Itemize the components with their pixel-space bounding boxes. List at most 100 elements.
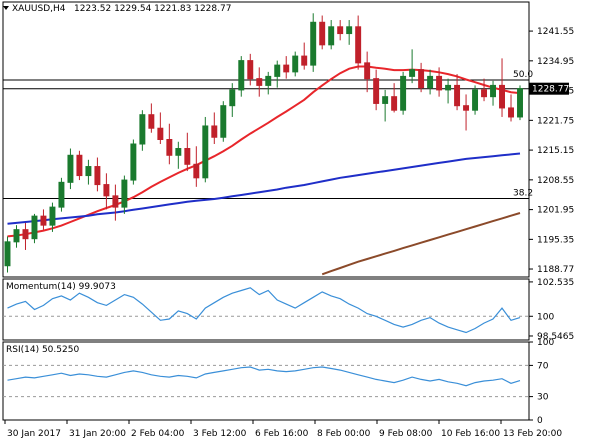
candle[interactable] [193, 146, 200, 187]
candle[interactable] [355, 15, 362, 70]
candle[interactable] [292, 51, 299, 77]
candle[interactable] [211, 112, 218, 145]
candle[interactable] [499, 58, 505, 117]
candle[interactable] [40, 209, 47, 230]
candle[interactable] [409, 49, 416, 84]
candle[interactable] [130, 139, 137, 185]
candle[interactable] [4, 236, 11, 273]
candle[interactable] [103, 173, 110, 210]
rsi-axis-label: 100 [537, 338, 554, 348]
candle-body [337, 26, 344, 35]
candle-body [76, 154, 83, 177]
candle[interactable] [265, 71, 272, 95]
candle-body [274, 64, 281, 77]
candle[interactable] [364, 51, 371, 93]
candle-body [445, 84, 452, 91]
candle[interactable] [166, 123, 173, 165]
candle[interactable] [454, 74, 461, 111]
momentum-panel[interactable]: Momentum(14) 99.9073 [3, 282, 529, 334]
candle[interactable] [157, 112, 164, 145]
candle-body [94, 166, 101, 186]
candle[interactable] [94, 157, 101, 192]
header-symbol: XAUUSD,H4 [12, 4, 66, 14]
candle[interactable] [256, 67, 263, 97]
candle[interactable] [67, 148, 74, 190]
candle[interactable] [301, 42, 308, 70]
momentum-line [7, 287, 521, 334]
candle[interactable] [427, 69, 434, 95]
candle-body [175, 148, 182, 156]
candle-body [490, 84, 497, 98]
candle[interactable] [481, 78, 488, 102]
candle[interactable] [472, 85, 479, 115]
candle-body [157, 127, 164, 140]
candle[interactable] [112, 184, 119, 221]
candle-body [67, 154, 74, 183]
candle[interactable] [76, 150, 83, 181]
candle[interactable] [328, 20, 335, 50]
candle-body [112, 195, 119, 208]
candle[interactable] [202, 116, 209, 183]
candle[interactable] [400, 71, 407, 115]
candle[interactable] [418, 62, 425, 93]
level-label: 50.0 [513, 70, 533, 80]
panel-frame-rsi [2, 341, 530, 421]
candle[interactable] [58, 177, 65, 212]
candle[interactable] [283, 56, 290, 79]
candle[interactable] [184, 132, 191, 172]
candle-body [373, 78, 380, 104]
price-axis-label: 1221.75 [537, 116, 574, 126]
price-panel[interactable]: 50.0 38.2 [3, 13, 533, 276]
candle[interactable] [391, 83, 398, 113]
candle[interactable] [274, 60, 281, 88]
rsi-axis-label: 0 [537, 416, 543, 426]
candle[interactable] [22, 222, 29, 250]
candle[interactable] [310, 13, 317, 72]
candle[interactable] [13, 225, 20, 248]
current-price-tag [529, 82, 569, 95]
price-axis-label: 1241.55 [537, 27, 574, 37]
price-axis-label: 1208.55 [537, 176, 574, 186]
candle[interactable] [490, 80, 497, 106]
candle[interactable] [436, 67, 443, 97]
time-axis-label: 8 Feb 00:00 [317, 429, 371, 439]
collapse-triangle-icon[interactable] [3, 6, 9, 10]
candle[interactable] [49, 202, 56, 232]
candle-body [184, 148, 191, 165]
candle[interactable] [139, 110, 146, 151]
candle[interactable] [247, 53, 254, 86]
panel-frames [2, 1, 530, 421]
candle-body [4, 241, 11, 267]
candle[interactable] [319, 15, 326, 50]
candle-body [31, 215, 38, 240]
candle-body [508, 107, 514, 118]
candle[interactable] [373, 69, 380, 111]
candle-body [238, 60, 245, 91]
candle[interactable] [238, 56, 245, 97]
level-label: 38.2 [513, 189, 533, 199]
candle[interactable] [517, 85, 523, 121]
candle[interactable] [337, 20, 344, 41]
rsi-panel[interactable]: RSI(14) 50.5250 [3, 345, 529, 398]
candle[interactable] [229, 83, 236, 117]
candle[interactable] [31, 213, 38, 244]
candle-body [436, 75, 443, 91]
candle-body [130, 143, 137, 181]
candle[interactable] [445, 78, 452, 104]
candle[interactable] [121, 175, 128, 214]
candle-body [517, 88, 523, 118]
time-axis-label: 2 Feb 04:00 [131, 429, 185, 439]
candle[interactable] [382, 89, 389, 122]
candle[interactable] [346, 20, 353, 45]
candle[interactable] [220, 101, 227, 142]
candle[interactable] [463, 94, 470, 131]
rsi-title: RSI(14) 50.5250 [6, 345, 79, 355]
candle[interactable] [85, 159, 92, 185]
candle[interactable] [508, 94, 514, 122]
candle[interactable] [175, 141, 182, 169]
candle-body [427, 75, 434, 89]
candle[interactable] [148, 103, 155, 133]
rsi-axis-label: 70 [537, 361, 549, 371]
